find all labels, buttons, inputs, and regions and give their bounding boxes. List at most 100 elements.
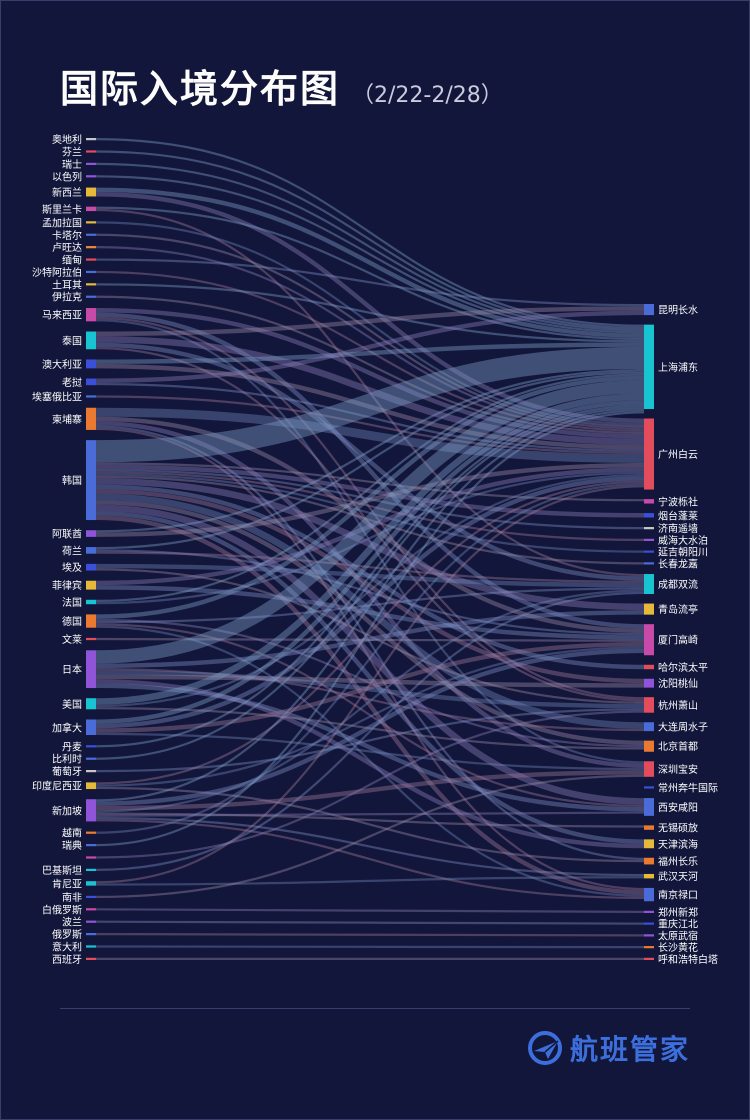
source-label: 土耳其 [52,278,82,291]
source-node-加拿大 [86,719,96,736]
flow-link [95,920,645,925]
flow-link [95,473,645,553]
flow-link [95,511,645,844]
title-block: 国际入境分布图 （2/22-2/28） [60,58,503,113]
flow-link [95,416,645,634]
source-node-波兰 [86,920,96,923]
flow-link [95,187,645,338]
flow-link [95,683,645,812]
target-node-厦门高崎 [644,624,654,656]
target-node-烟台蓬莱 [644,513,654,518]
flow-link [95,732,645,771]
source-label: 菲律宾 [52,579,82,592]
target-label: 福州长乐 [658,855,698,868]
flow-link [95,932,645,937]
source-label: 法国 [62,596,82,609]
flow-link [95,819,645,900]
source-node-沙特阿拉伯 [86,270,96,274]
target-nodes: 昆明长水上海浦东广州白云宁波栎社烟台蓬莱济南遥墙威海大水泊延吉朝阳川长春龙嘉成都… [644,304,718,966]
flow-link [95,206,645,341]
source-node-澳大利亚 [86,359,96,369]
flow-link [95,786,645,863]
brand-logo: 航班管家 [527,1028,690,1068]
flow-link [95,610,645,669]
source-label: 比利时 [52,754,82,766]
flow-link [95,208,645,577]
source-label: 巴基斯坦 [42,864,82,877]
source-node-葡萄牙 [86,769,96,773]
flow-link [95,710,645,859]
source-node-马来西亚 [86,308,96,322]
flow-link [95,342,645,581]
flow-link [95,246,645,430]
flow-link [95,427,645,891]
flow-link [95,674,645,688]
target-label: 无锡硕放 [658,822,698,835]
target-node-重庆江北 [644,922,654,925]
source-label: 加拿大 [52,721,82,734]
source-label: 孟加拉国 [42,216,82,229]
target-node-威海大水泊 [644,538,654,542]
source-label: 埃塞俄比亚 [32,390,82,403]
source-node-南非 [86,895,96,899]
flow-link [95,310,645,383]
target-node-昆明长水 [644,304,654,316]
flow-link [95,375,645,619]
source-label: 美国 [62,698,82,711]
target-node-武汉天河 [644,873,654,879]
flow-link [95,488,645,684]
source-node-西班牙 [86,957,96,960]
source-node-日本 [86,650,96,689]
target-node-哈尔滨太平 [644,664,654,670]
target-label: 武汉天河 [658,870,698,883]
source-label: 新加坡 [52,804,82,817]
flow-link [95,346,645,463]
target-node-深圳宝安 [644,761,654,777]
target-label: 长春龙嘉 [658,557,698,570]
target-label: 济南遥墙 [658,522,698,535]
source-label: 越南 [62,827,82,840]
flow-link [95,551,645,583]
source-node-孟加拉国 [86,221,96,224]
source-label: 意大利 [52,940,82,953]
source-node-泰国 [86,331,96,350]
target-node-长沙黄花 [644,946,654,949]
source-label: 文莱 [62,633,82,646]
target-label: 青岛流亭 [658,603,698,616]
flow-link [95,493,645,729]
target-node-常州奔牛国际 [644,786,654,789]
source-label: 肯尼亚 [52,877,82,890]
sankey-chart: 奥地利芬兰瑞士以色列新西兰斯里兰卡孟加拉国卡塔尔卢旺达缅甸沙特阿拉伯土耳其伊拉克… [32,133,718,966]
flow-link [95,342,645,364]
target-node-成都双流 [644,574,654,595]
source-label: 德国 [62,615,82,628]
source-node-巴基斯坦 [86,868,96,872]
flow-link [95,811,645,817]
flow-link [95,945,645,949]
flow-link [95,485,645,884]
target-label: 天津滨海 [658,838,698,851]
flow-link [95,515,645,895]
source-label: 以色列 [52,170,82,183]
flow-link [95,549,645,636]
flow-link [95,371,645,550]
flow-link [95,585,645,640]
target-label: 成都双流 [658,578,698,591]
flow-link [95,500,645,746]
flow-link [95,295,645,435]
flow-link [95,477,645,611]
source-node-比利时 [86,757,96,760]
flow-link [95,587,645,624]
flow-link [95,637,645,642]
flow-link [95,363,645,450]
source-node-文莱 [86,637,96,641]
target-label: 延吉朝阳川 [658,547,708,559]
target-label: 重庆江北 [658,918,698,931]
flow-link [95,400,645,724]
flow-link [95,380,645,664]
flow-link [95,467,645,586]
source-node-土耳其 [86,283,96,286]
source-node-菲律宾 [86,580,96,590]
source-node-白俄罗斯 [86,908,96,911]
source-label: 俄罗斯 [52,928,82,941]
